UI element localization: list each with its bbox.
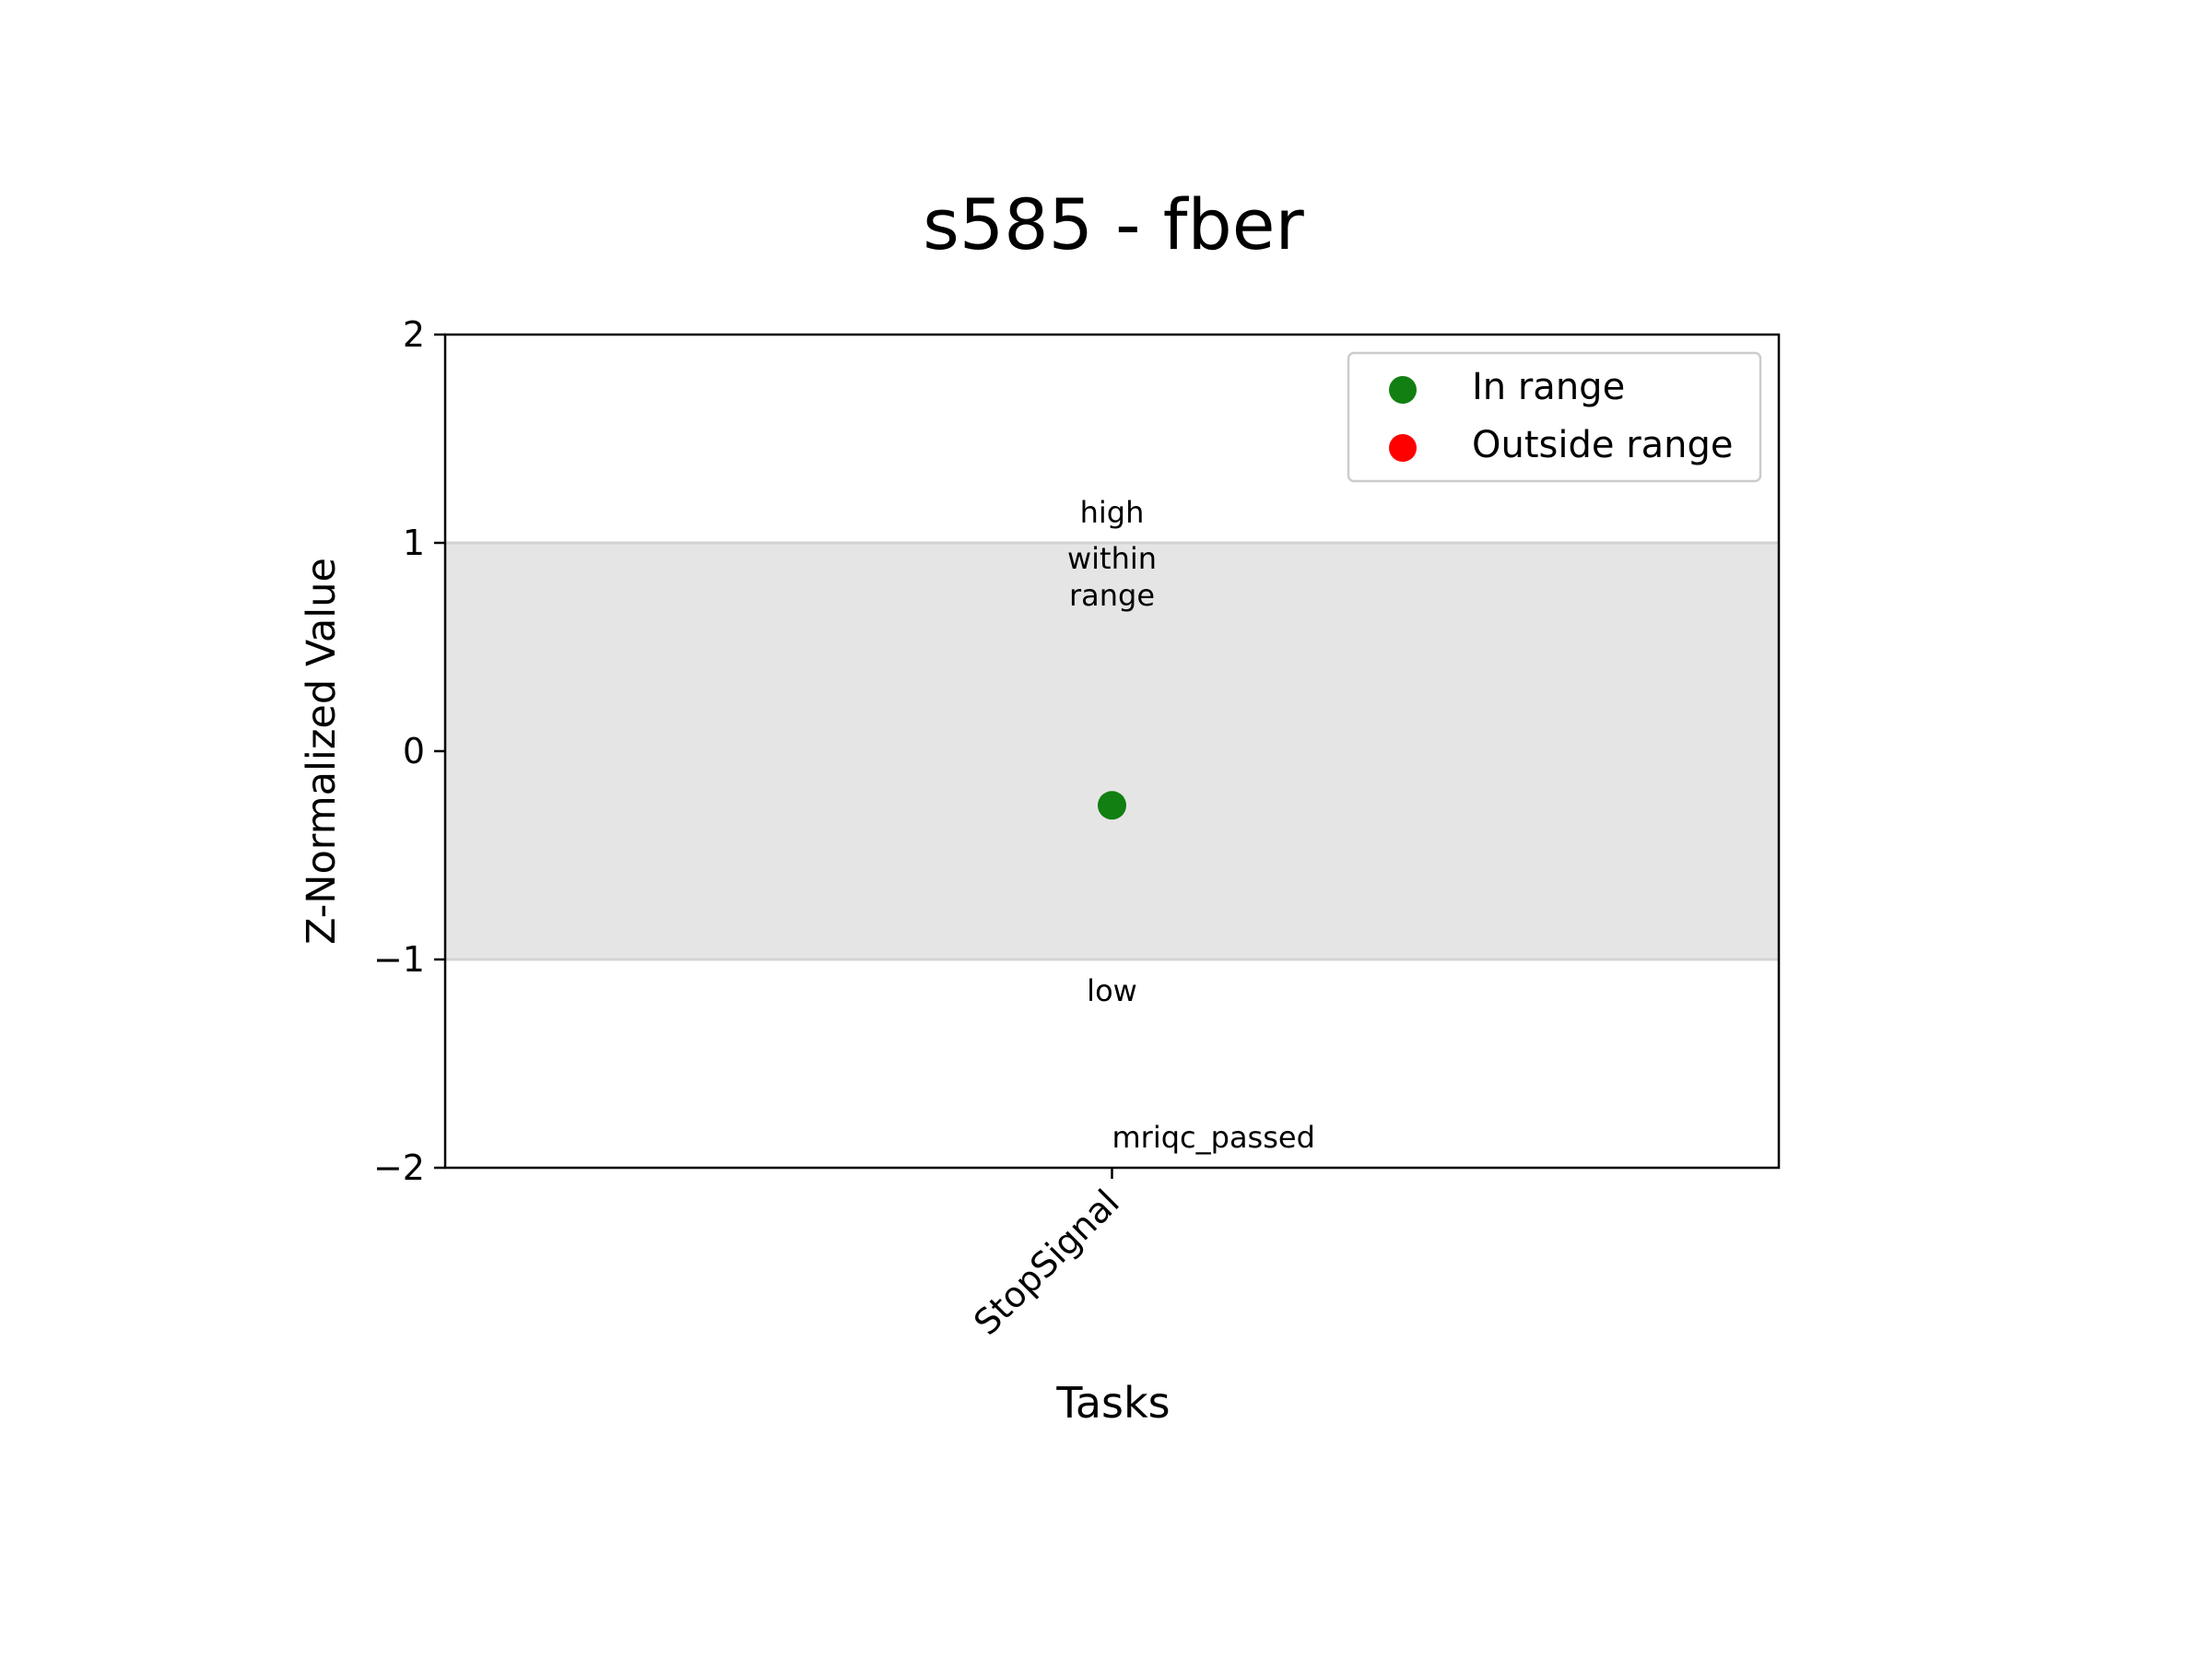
y-tick-label: 2 (403, 314, 425, 355)
annotation-within-line-1: within (1067, 541, 1157, 576)
legend-marker-outside-range (1389, 434, 1417, 462)
annotation-low: low (1087, 973, 1137, 1008)
legend-box (1347, 351, 1762, 483)
data-points (1098, 791, 1126, 820)
chart-title: s585 - fber (923, 183, 1304, 265)
legend-label-in-range: In range (1472, 366, 1625, 408)
x-axis-label: Tasks (1055, 1378, 1170, 1428)
y-tick-label: 0 (403, 731, 425, 771)
legend-label-outside-range: Outside range (1472, 424, 1734, 466)
y-tick-label: −2 (373, 1147, 425, 1188)
annotation-mriqc-passed: mriqc_passed (1112, 1120, 1315, 1155)
data-point (1098, 791, 1126, 820)
annotation-high: high (1080, 495, 1145, 530)
legend: In range Outside range (1347, 351, 1762, 483)
y-axis-label: Z-Normalized Value (299, 558, 345, 945)
range-band (445, 543, 1779, 959)
legend-marker-in-range (1389, 376, 1417, 404)
y-axis: 2 1 0 −1 −2 (373, 314, 445, 1188)
annotation-within-line-2: range (1069, 578, 1155, 613)
x-axis: StopSignal (966, 1168, 1127, 1343)
y-tick-label: 1 (403, 523, 425, 563)
y-tick-label: −1 (373, 939, 425, 980)
x-tick-label: StopSignal (966, 1182, 1127, 1343)
